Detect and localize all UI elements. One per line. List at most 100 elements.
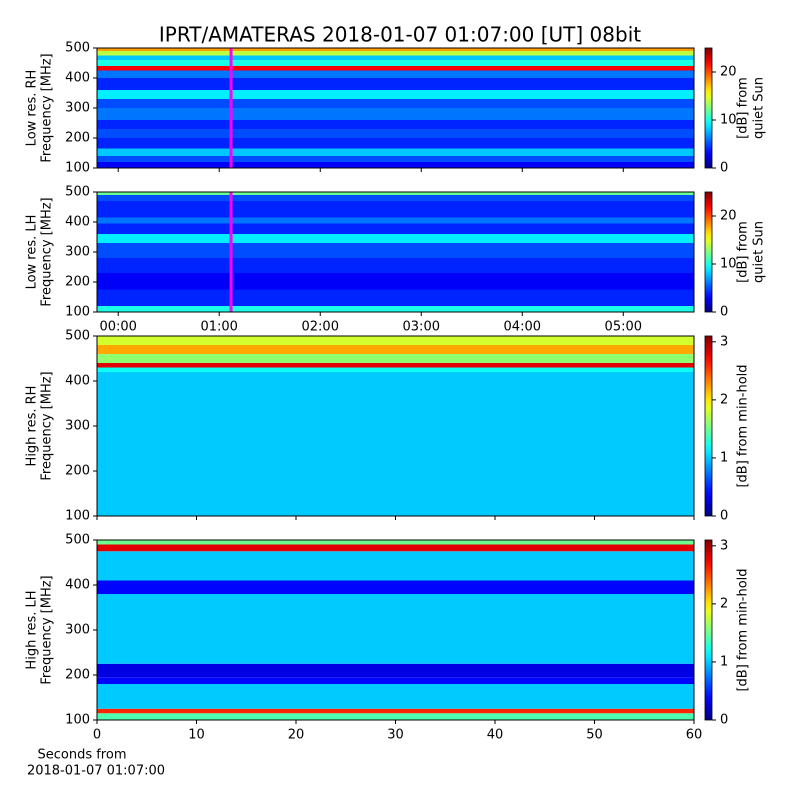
heatmap-band (97, 99, 694, 108)
heatmap-band (97, 372, 694, 516)
heatmap-band (97, 580, 694, 594)
heatmap-band (97, 60, 694, 66)
y-tick-label: 500 (65, 533, 90, 548)
y-tick-label: 500 (65, 41, 90, 56)
heatmap-band (97, 243, 694, 258)
heatmap-band (97, 258, 694, 273)
colorbar-label: [dB] from (736, 221, 751, 283)
x-axis-label: Seconds from (37, 748, 126, 763)
heatmap-band (97, 108, 694, 120)
y-tick-label: 100 (65, 713, 90, 728)
heatmap-band (97, 677, 694, 684)
x-tick-label: 01:00 (200, 320, 237, 335)
colorbar-label: quiet Sun (752, 221, 767, 283)
heatmap-band (97, 70, 694, 78)
colorbar-tick-label: 2 (720, 596, 728, 611)
colorbar-tick-label: 1 (720, 654, 728, 669)
heatmap-band (97, 48, 694, 51)
x-tick-label: 10 (188, 728, 205, 743)
heatmap-band (97, 148, 694, 156)
heatmap-band (97, 708, 694, 714)
heatmap-band (97, 363, 694, 368)
heatmap-band (97, 217, 694, 224)
heatmap-band (97, 195, 694, 201)
colorbar-tick-label: 20 (720, 209, 737, 224)
y-tick-label: 300 (65, 245, 90, 260)
heatmap-band (97, 354, 694, 363)
colorbar-label: quiet Sun (752, 77, 767, 139)
y-tick-label: 300 (65, 101, 90, 116)
heatmap-band (97, 544, 694, 552)
colorbar-tick-label: 0 (720, 713, 728, 728)
colorbar (704, 335, 713, 517)
heatmap-band (97, 367, 694, 372)
heatmap-band (97, 138, 694, 149)
x-tick-label: 20 (288, 728, 305, 743)
x-tick-label: 60 (686, 728, 703, 743)
y-tick-label: 200 (65, 131, 90, 146)
y-axis-label: Frequency [MHz] (40, 197, 55, 306)
colorbar-tick-label: 10 (720, 257, 737, 272)
heatmap-band (97, 540, 694, 545)
y-tick-label: 400 (65, 578, 90, 593)
colorbar (704, 191, 713, 313)
heatmap-band (97, 345, 694, 354)
y-tick-label: 500 (65, 185, 90, 200)
heatmap-band (97, 192, 694, 195)
colorbar-tick-label: 1 (720, 450, 728, 465)
colorbar-label: [dB] from min-hold (736, 364, 751, 487)
heatmap-band (97, 78, 694, 90)
y-tick-label: 100 (65, 305, 90, 320)
y-axis-label: Low res. RH (25, 70, 40, 147)
x-tick-label: 0 (93, 728, 101, 743)
y-tick-label: 300 (65, 623, 90, 638)
colorbar-tick-label: 2 (720, 392, 728, 407)
y-tick-label: 400 (65, 71, 90, 86)
y-tick-label: 200 (65, 464, 90, 479)
y-tick-label: 100 (65, 161, 90, 176)
y-axis-label: Frequency [MHz] (40, 575, 55, 684)
colorbar (704, 539, 713, 721)
heatmap-band (97, 336, 694, 345)
y-tick-label: 200 (65, 275, 90, 290)
heatmap-band (97, 156, 694, 162)
heatmap-band (97, 289, 694, 306)
x-tick-label: 40 (487, 728, 504, 743)
y-axis-label: Frequency [MHz] (40, 53, 55, 162)
colorbar-tick-label: 0 (720, 305, 728, 320)
y-axis-label: Frequency [MHz] (40, 371, 55, 480)
heatmap-band (97, 120, 694, 129)
y-tick-label: 400 (65, 374, 90, 389)
colorbar-label: [dB] from min-hold (736, 568, 751, 691)
colorbar-label: [dB] from (736, 77, 751, 139)
x-tick-label: 02:00 (302, 320, 339, 335)
heatmap-band (97, 66, 694, 71)
heatmap-band (97, 129, 694, 138)
y-tick-label: 200 (65, 668, 90, 683)
x-axis-label: 2018-01-07 01:07:00 (27, 764, 165, 779)
y-tick-label: 100 (65, 509, 90, 524)
heatmap-band (97, 234, 694, 243)
x-tick-label: 04:00 (504, 320, 541, 335)
heatmap-band (97, 51, 694, 56)
colorbar (704, 47, 713, 169)
figure-title: IPRT/AMATERAS 2018-01-07 01:07:00 [UT] 0… (159, 23, 641, 47)
heatmap-band (97, 663, 694, 678)
y-tick-label: 400 (65, 215, 90, 230)
x-tick-label: 00:00 (99, 320, 136, 335)
heatmap-band (97, 551, 694, 581)
colorbar-tick-label: 3 (720, 538, 728, 553)
heatmap-band (97, 223, 694, 234)
x-tick-label: 50 (586, 728, 603, 743)
y-tick-label: 300 (65, 419, 90, 434)
heatmap-band (97, 90, 694, 99)
heatmap-band (97, 306, 694, 312)
y-axis-label: Low res. LH (25, 215, 40, 290)
y-axis-label: High res. LH (25, 590, 40, 669)
y-axis-label: High res. RH (25, 386, 40, 467)
y-tick-label: 500 (65, 329, 90, 344)
x-tick-label: 03:00 (403, 320, 440, 335)
heatmap-band (97, 684, 694, 709)
heatmap-band (97, 162, 694, 168)
